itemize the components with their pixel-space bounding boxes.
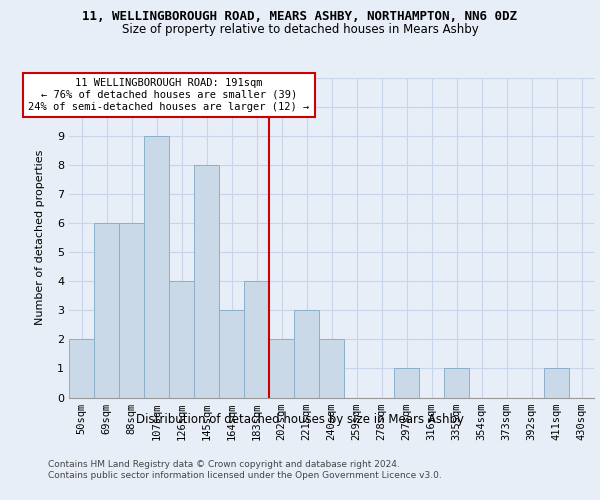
Bar [194,165,219,398]
Bar [69,340,94,398]
Text: 11, WELLINGBOROUGH ROAD, MEARS ASHBY, NORTHAMPTON, NN6 0DZ: 11, WELLINGBOROUGH ROAD, MEARS ASHBY, NO… [83,10,517,23]
Bar [119,223,144,398]
Text: 11 WELLINGBOROUGH ROAD: 191sqm
← 76% of detached houses are smaller (39)
24% of : 11 WELLINGBOROUGH ROAD: 191sqm ← 76% of … [28,78,310,112]
Text: Contains HM Land Registry data © Crown copyright and database right 2024.: Contains HM Land Registry data © Crown c… [48,460,400,469]
Bar [144,136,169,398]
Bar [544,368,569,398]
Bar [269,340,294,398]
Text: Contains public sector information licensed under the Open Government Licence v3: Contains public sector information licen… [48,471,442,480]
Bar [219,310,244,398]
Bar [319,340,344,398]
Text: Distribution of detached houses by size in Mears Ashby: Distribution of detached houses by size … [136,412,464,426]
Text: Size of property relative to detached houses in Mears Ashby: Size of property relative to detached ho… [122,22,478,36]
Bar [169,281,194,398]
Bar [444,368,469,398]
Bar [94,223,119,398]
Bar [294,310,319,398]
Bar [244,281,269,398]
Bar [394,368,419,398]
Y-axis label: Number of detached properties: Number of detached properties [35,150,44,325]
